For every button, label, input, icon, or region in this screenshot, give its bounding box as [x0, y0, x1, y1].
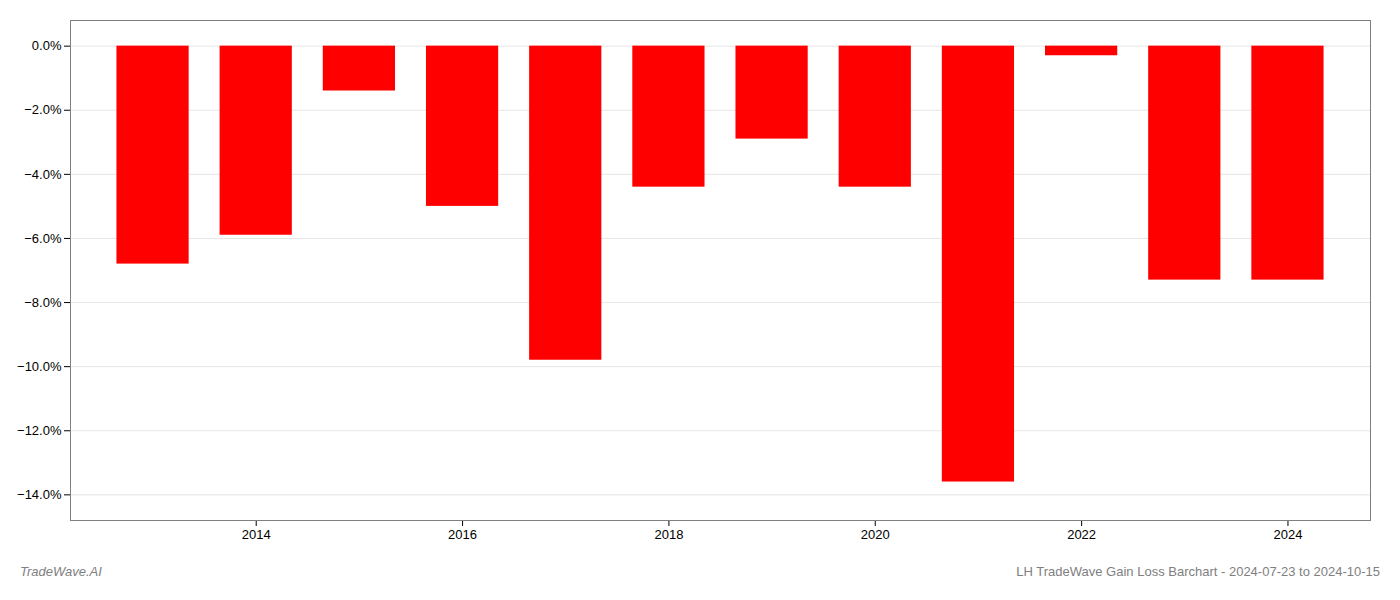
svg-text:2018: 2018	[654, 527, 683, 542]
svg-text:−4.0%: −4.0%	[24, 167, 62, 182]
svg-text:2016: 2016	[448, 527, 477, 542]
svg-text:−10.0%: −10.0%	[17, 359, 62, 374]
svg-text:0.0%: 0.0%	[32, 38, 62, 53]
html-text:TradeWave.AI: TradeWave.AI	[20, 564, 102, 579]
svg-text:−6.0%: −6.0%	[24, 231, 62, 246]
html-text:LH TradeWave Gain Loss Barchar: LH TradeWave Gain Loss Barchart - 2024-0…	[1016, 564, 1380, 579]
svg-text:2020: 2020	[861, 527, 890, 542]
svg-text:2014: 2014	[242, 527, 271, 542]
svg-text:−12.0%: −12.0%	[17, 423, 62, 438]
svg-text:−2.0%: −2.0%	[24, 102, 62, 117]
svg-text:2024: 2024	[1273, 527, 1302, 542]
svg-text:2022: 2022	[1067, 527, 1096, 542]
svg-text:−14.0%: −14.0%	[17, 487, 62, 502]
svg-text:−8.0%: −8.0%	[24, 295, 62, 310]
